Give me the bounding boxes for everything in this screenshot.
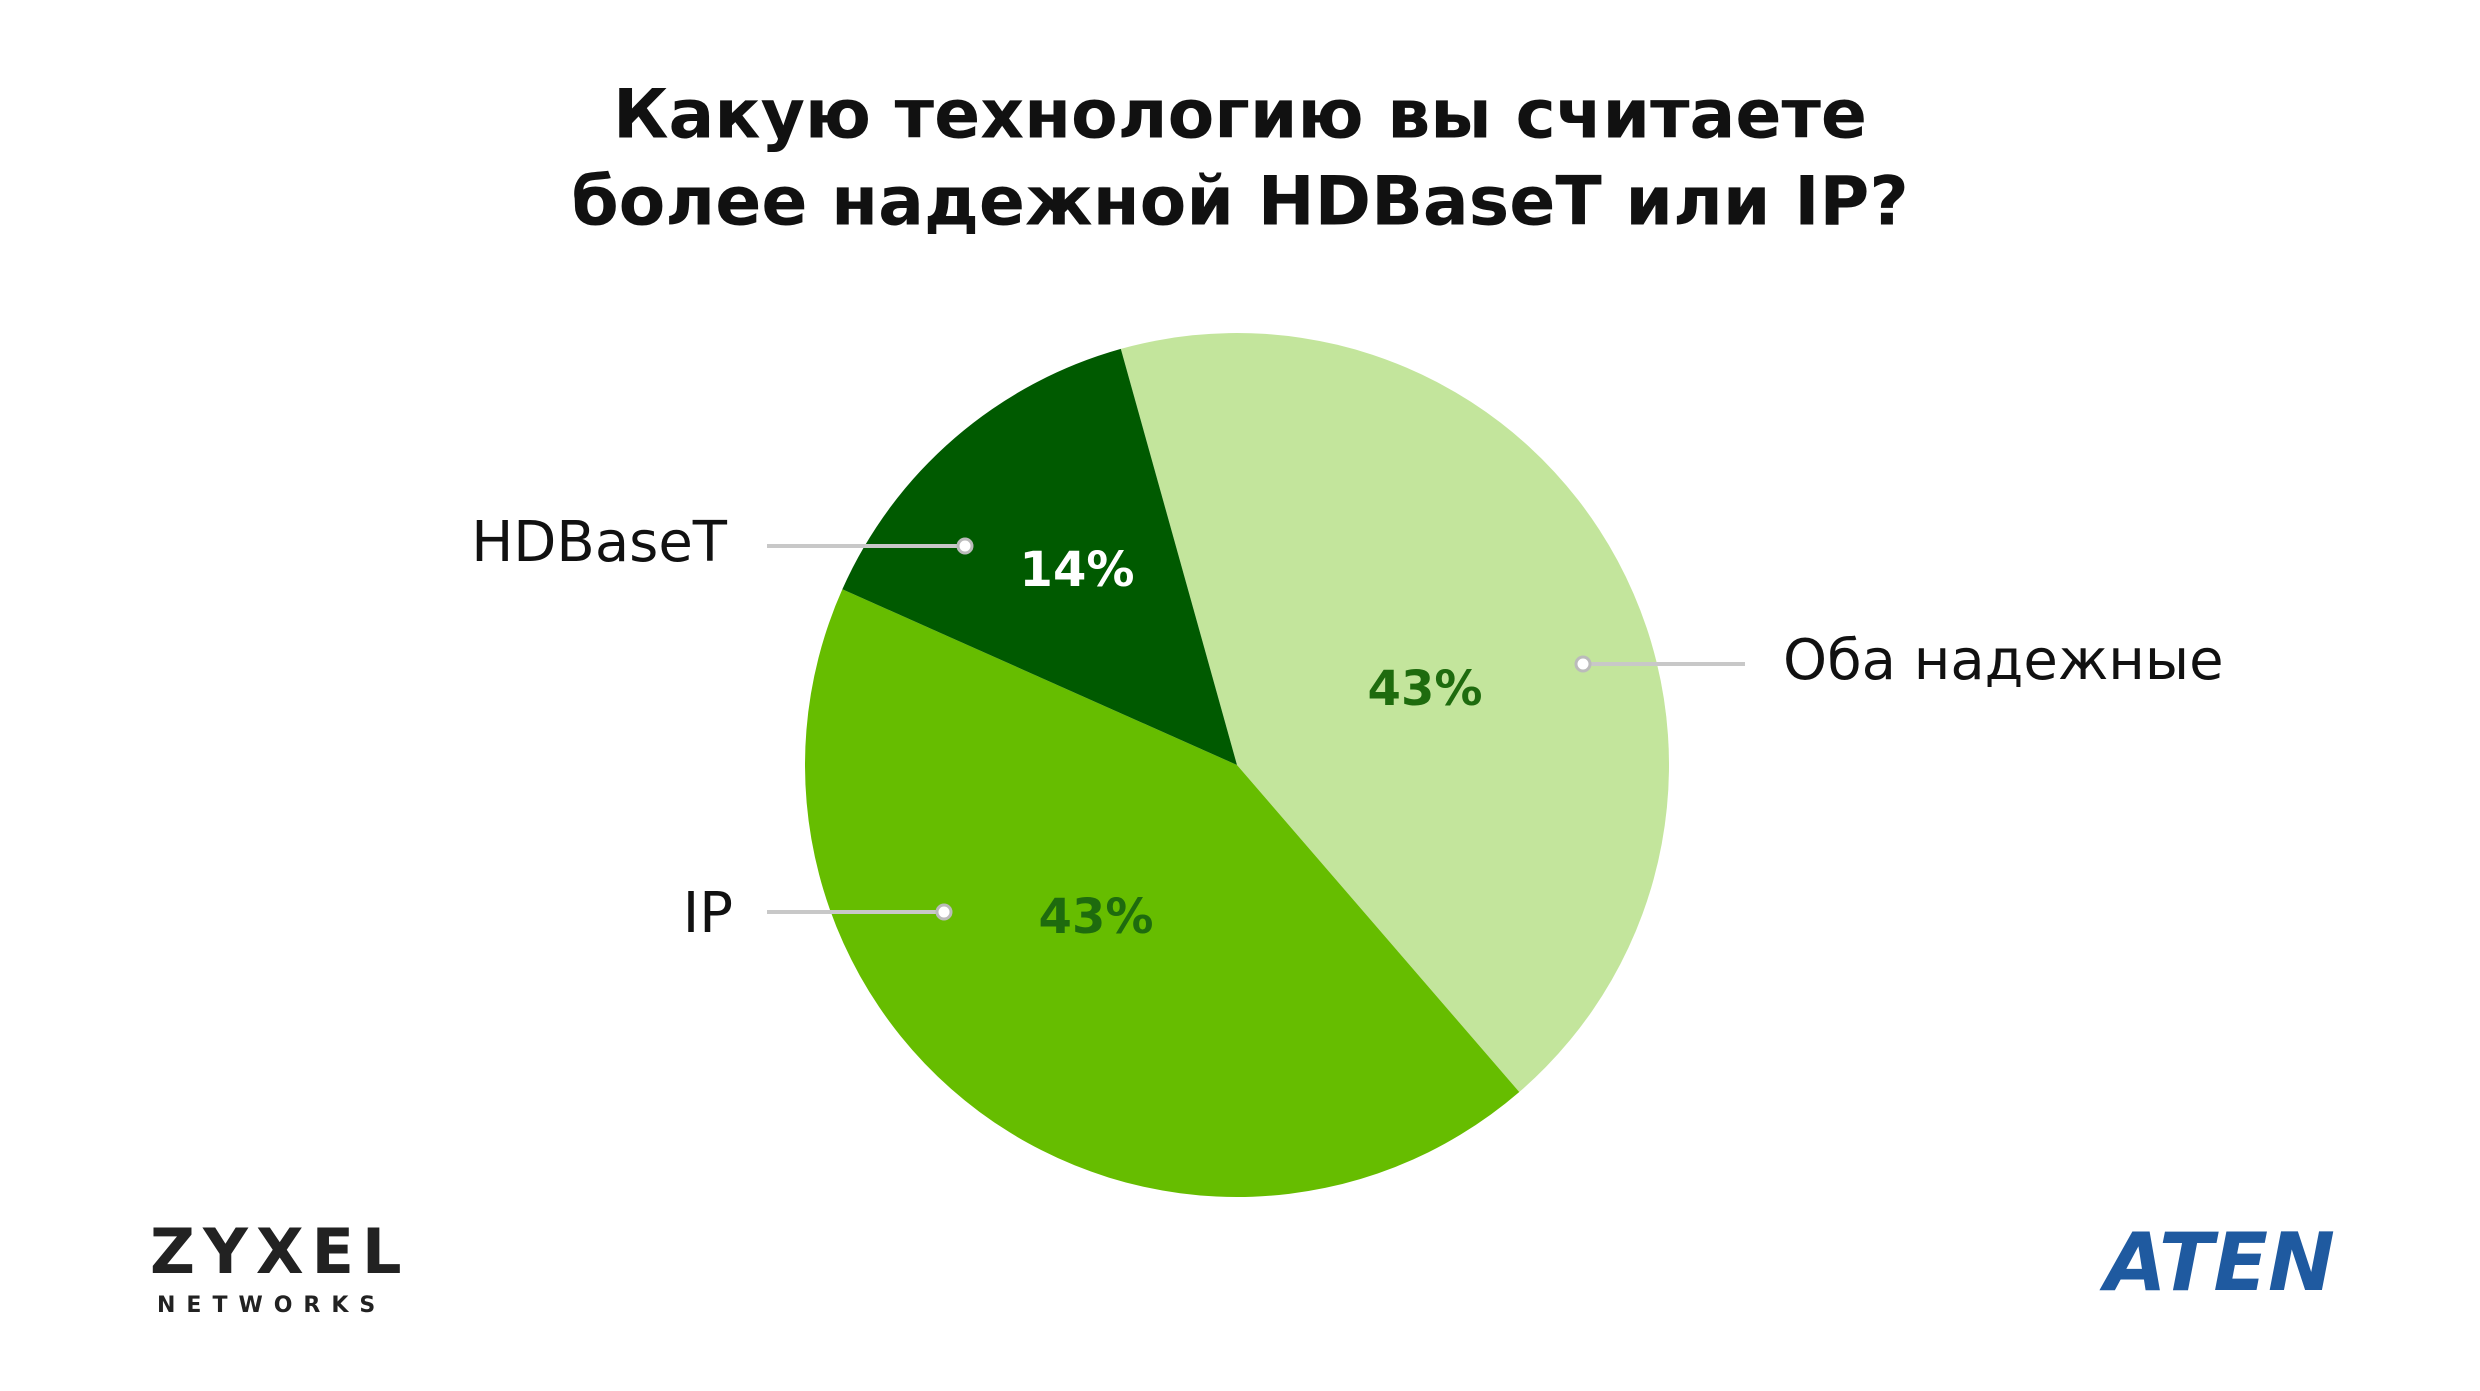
logo-zyxel: ZYXEL xyxy=(150,1215,410,1288)
leader-dot xyxy=(956,537,974,555)
leader-dot xyxy=(1574,655,1592,673)
pie-slice xyxy=(1120,333,1669,1093)
category-label: Оба надежные xyxy=(1783,628,2224,693)
leader-dot xyxy=(935,903,953,921)
value-label: 43% xyxy=(1039,889,1154,945)
value-label: 14% xyxy=(1020,542,1135,598)
chart-title: более надежной HDBaseT или IP? xyxy=(571,163,1909,242)
pie-slice xyxy=(842,348,1237,765)
logo-zyxel-sub: NETWORKS xyxy=(157,1293,386,1318)
category-label: IP xyxy=(683,881,733,946)
chart-title: Какую технологию вы считаете xyxy=(613,76,1867,155)
value-label: 43% xyxy=(1368,661,1483,717)
category-label: HDBaseT xyxy=(471,510,728,575)
logo-aten: ATEN xyxy=(2099,1216,2335,1309)
pie-slice xyxy=(804,589,1520,1198)
